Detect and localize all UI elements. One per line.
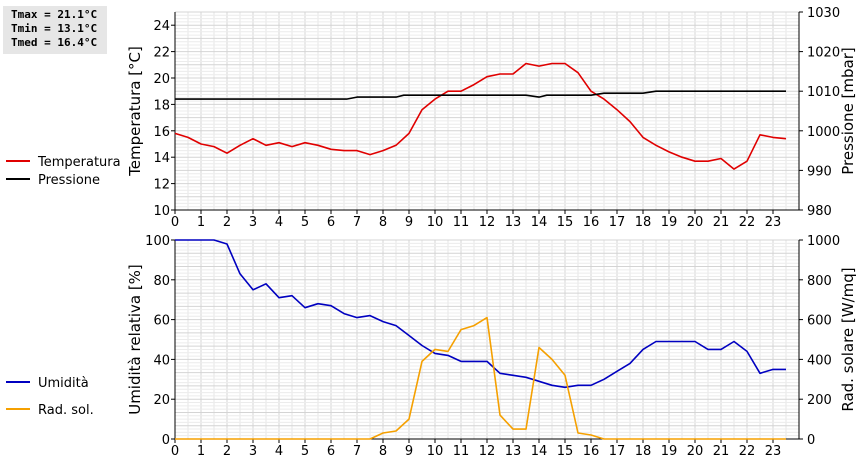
x-tick-label: 20 (687, 215, 704, 230)
stat-tmed: Tmed = 16.4°C (11, 36, 98, 49)
y-tick-label-right: 1020 (807, 46, 840, 61)
x-tick-label: 13 (505, 215, 522, 230)
x-tick-label: 6 (327, 215, 335, 230)
x-tick-label: 14 (531, 444, 548, 459)
legend-label-pressione: Pressione (38, 173, 100, 188)
x-tick-label: 9 (405, 215, 413, 230)
x-tick-label: 15 (557, 215, 574, 230)
x-tick-label: 1 (197, 444, 205, 459)
y-tick-label-left: 100 (145, 234, 170, 249)
y-tick-label-right: 1010 (807, 85, 840, 100)
y-tick-label-left: 80 (153, 274, 170, 289)
y-tick-label-left: 12 (153, 178, 170, 193)
x-tick-label: 0 (171, 215, 179, 230)
y-tick-label-right: 600 (807, 314, 832, 329)
y-tick-label-right: 1000 (807, 234, 840, 249)
x-tick-label: 6 (327, 444, 335, 459)
x-tick-label: 13 (505, 444, 522, 459)
x-tick-label: 20 (687, 444, 704, 459)
y-axis-title-left: Umidità relativa [%] (126, 264, 144, 415)
y-tick-label-left: 16 (153, 125, 170, 140)
legend-label-rad-sol-: Rad. sol. (38, 403, 94, 418)
y-tick-label-left: 22 (153, 46, 170, 61)
x-tick-label: 11 (453, 444, 470, 459)
x-tick-label: 4 (275, 444, 283, 459)
x-tick-label: 5 (301, 215, 309, 230)
x-tick-label: 17 (609, 444, 626, 459)
x-tick-label: 19 (661, 444, 678, 459)
x-tick-label: 18 (635, 215, 652, 230)
x-tick-label: 17 (609, 215, 626, 230)
series-line-rad-sol- (175, 316, 786, 440)
x-tick-label: 8 (379, 444, 387, 459)
x-tick-label: 18 (635, 444, 652, 459)
x-tick-label: 7 (353, 444, 361, 459)
y-tick-label-right: 1030 (807, 6, 840, 21)
x-tick-label: 12 (479, 215, 496, 230)
y-tick-label-left: 20 (153, 393, 170, 408)
y-tick-label-left: 14 (153, 151, 170, 166)
x-tick-label: 0 (171, 444, 179, 459)
y-tick-label-left: 18 (153, 98, 170, 113)
x-tick-label: 22 (739, 444, 756, 459)
series-line-temperatura (174, 62, 787, 170)
y-axis-title-left: Temperatura [°C] (126, 46, 144, 177)
y-tick-label-right: 990 (807, 164, 832, 179)
y-tick-label-left: 40 (153, 353, 170, 368)
x-tick-label: 23 (765, 444, 782, 459)
x-tick-label: 2 (223, 215, 231, 230)
x-tick-label: 3 (249, 215, 257, 230)
x-tick-label: 23 (765, 215, 782, 230)
y-tick-label-left: 24 (153, 19, 170, 34)
x-tick-label: 1 (197, 215, 205, 230)
x-tick-label: 10 (427, 215, 444, 230)
x-tick-label: 16 (583, 444, 600, 459)
x-tick-label: 14 (531, 215, 548, 230)
y-tick-label-left: 60 (153, 314, 170, 329)
x-tick-label: 21 (713, 215, 730, 230)
y-axis-title-right: Rad. solare [W/mq] (839, 267, 857, 411)
y-tick-label-right: 0 (807, 433, 815, 448)
x-tick-label: 5 (301, 444, 309, 459)
y-tick-label-right: 1000 (807, 125, 840, 140)
x-tick-label: 22 (739, 215, 756, 230)
legend-label-umidit-: Umidità (38, 376, 89, 391)
x-tick-label: 3 (249, 444, 257, 459)
legend-label-temperatura: Temperatura (37, 155, 121, 170)
y-tick-label-left: 0 (162, 433, 170, 448)
x-tick-label: 10 (427, 444, 444, 459)
y-tick-label-left: 20 (153, 72, 170, 87)
y-axis-title-right: Pressione [mbar] (839, 47, 857, 175)
y-tick-label-left: 10 (153, 204, 170, 219)
y-tick-label-right: 800 (807, 274, 832, 289)
x-tick-label: 15 (557, 444, 574, 459)
x-tick-label: 7 (353, 215, 361, 230)
stat-tmin: Tmin = 13.1°C (11, 22, 98, 35)
x-tick-label: 11 (453, 215, 470, 230)
x-tick-label: 19 (661, 215, 678, 230)
x-tick-label: 9 (405, 444, 413, 459)
x-tick-label: 12 (479, 444, 496, 459)
series-line-umidit- (175, 239, 786, 389)
x-tick-label: 8 (379, 215, 387, 230)
stats-box: Tmax = 21.1°C Tmin = 13.1°C Tmed = 16.4°… (3, 6, 107, 54)
y-tick-label-right: 400 (807, 353, 832, 368)
x-tick-label: 21 (713, 444, 730, 459)
x-tick-label: 16 (583, 215, 600, 230)
x-tick-label: 4 (275, 215, 283, 230)
y-tick-label-right: 200 (807, 393, 832, 408)
series-line-pressione (175, 90, 786, 100)
stat-tmax: Tmax = 21.1°C (11, 8, 98, 21)
x-tick-label: 2 (223, 444, 231, 459)
y-tick-label-right: 980 (807, 204, 832, 219)
